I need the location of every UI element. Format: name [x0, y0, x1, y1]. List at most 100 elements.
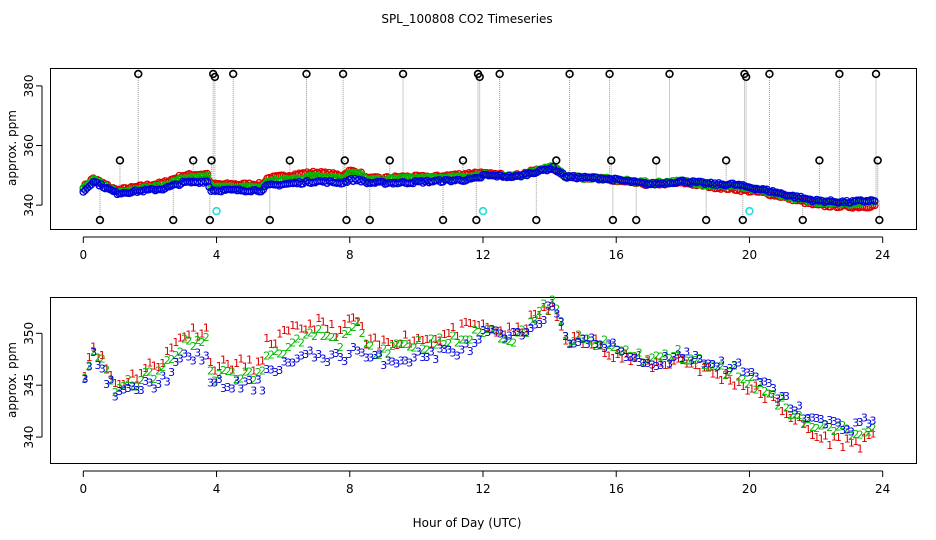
- bottom-symbol-series-1: 1: [497, 325, 504, 338]
- bottom-symbol-series-3: 3: [437, 342, 444, 355]
- bottom-symbol-series-1: 1: [709, 367, 716, 380]
- bottom-symbol-series-1: 1: [389, 338, 396, 351]
- bottom-symbol-series-3: 3: [787, 402, 794, 415]
- bottom-symbol-series-3: 3: [709, 358, 716, 371]
- bottom-symbol-series-2: 2: [779, 392, 786, 405]
- bottom-symbol-series-3: 3: [631, 352, 638, 365]
- bottom-symbol-series-3: 3: [683, 345, 690, 358]
- bottom-symbol-series-3: 3: [653, 360, 660, 373]
- bottom-symbol-series-1: 1: [108, 369, 115, 382]
- bottom-symbol-series-2: 2: [155, 365, 162, 378]
- spike-point: [365, 215, 374, 225]
- bottom-symbol-series-1: 1: [844, 432, 851, 445]
- bottom-symbol-series-1: 1: [203, 322, 210, 335]
- bottom-symbol-series-3: 3: [835, 417, 842, 430]
- bottom-symbol-series-3: 3: [411, 351, 418, 364]
- cyan-point: [478, 206, 488, 216]
- bottom-symbol-series-1: 1: [822, 430, 829, 443]
- bottom-symbol-series-2: 2: [848, 430, 855, 443]
- bottom-symbol-series-1: 1: [592, 333, 599, 346]
- bottom-symbol-series-2: 2: [333, 331, 340, 344]
- bottom-symbol-series-1: 1: [255, 356, 262, 369]
- bottom-symbol-series-1: 1: [125, 376, 132, 389]
- bottom-symbol-series-1: 1: [623, 347, 630, 360]
- bottom-symbol-series-2: 2: [168, 353, 175, 366]
- bottom-symbol-series-2: 2: [363, 338, 370, 351]
- bottom-symbol-series-1: 1: [562, 334, 569, 347]
- bottom-symbol-series-3: 3: [428, 346, 435, 359]
- bottom-symbol-series-1: 1: [272, 338, 279, 351]
- bottom-symbol-series-3: 3: [796, 400, 803, 413]
- bottom-symbol-series-3: 3: [359, 347, 366, 360]
- bottom-symbol-series-3: 3: [298, 349, 305, 362]
- bottom-symbol-series-1: 1: [480, 318, 487, 331]
- bottom-symbol-series-1: 1: [809, 429, 816, 442]
- bottom-symbol-series-1: 1: [142, 362, 149, 375]
- bottom-symbol-series-2: 2: [666, 352, 673, 365]
- bottom-symbol-series-1: 1: [601, 347, 608, 360]
- bottom-symbol-series-2: 2: [796, 409, 803, 422]
- bottom-symbol-series-1: 1: [224, 358, 231, 371]
- bottom-symbol-series-3: 3: [558, 316, 565, 329]
- x-tick-label: 0: [79, 482, 87, 496]
- bottom-symbol-series-2: 2: [268, 349, 275, 362]
- bottom-symbol-series-2: 2: [289, 336, 296, 349]
- bottom-symbol-series-1: 1: [618, 352, 625, 365]
- top-point-series-3: [555, 167, 563, 176]
- bottom-symbol-series-2: 2: [354, 315, 361, 328]
- bottom-symbol-series-3: 3: [809, 412, 816, 425]
- bottom-symbol-series-1: 1: [510, 326, 517, 339]
- bottom-symbol-series-3: 3: [761, 376, 768, 389]
- bottom-symbol-series-2: 2: [844, 422, 851, 435]
- bottom-symbol-series-3: 3: [562, 330, 569, 343]
- bottom-symbol-series-1: 1: [536, 309, 543, 322]
- bottom-symbol-series-2: 2: [579, 333, 586, 346]
- bottom-symbol-series-1: 1: [432, 333, 439, 346]
- bottom-symbol-series-2: 2: [467, 334, 474, 347]
- bottom-symbol-series-2: 2: [822, 418, 829, 431]
- bottom-symbol-series-1: 1: [445, 327, 452, 340]
- bottom-symbol-series-1: 1: [579, 338, 586, 351]
- bottom-symbol-series-1: 1: [138, 367, 145, 380]
- bottom-symbol-series-1: 1: [294, 320, 301, 333]
- top-point-series-3: [351, 174, 359, 183]
- bottom-symbol-series-3: 3: [463, 338, 470, 351]
- bottom-symbol-series-3: 3: [172, 356, 179, 369]
- bottom-symbol-series-1: 1: [740, 380, 747, 393]
- bottom-symbol-series-2: 2: [207, 365, 214, 378]
- bottom-symbol-series-3: 3: [623, 351, 630, 364]
- bottom-symbol-series-3: 3: [246, 374, 253, 387]
- bottom-symbol-series-1: 1: [320, 315, 327, 328]
- bottom-symbol-series-2: 2: [181, 332, 188, 345]
- bottom-symbol-series-3: 3: [441, 343, 448, 356]
- bottom-symbol-series-2: 2: [164, 354, 171, 367]
- top-data-points: [79, 69, 884, 225]
- bottom-symbol-series-1: 1: [363, 339, 370, 352]
- bottom-symbol-series-2: 2: [99, 353, 106, 366]
- spike-point: [205, 215, 215, 225]
- bottom-symbol-series-1: 1: [99, 349, 106, 362]
- bottom-symbol-series-1: 1: [185, 329, 192, 342]
- bottom-symbol-series-1: 1: [406, 337, 413, 350]
- bottom-symbol-series-1: 1: [298, 323, 305, 336]
- bottom-symbol-series-3: 3: [579, 333, 586, 346]
- bottom-symbol-series-3: 3: [657, 359, 664, 372]
- bottom-symbol-series-2: 2: [809, 421, 816, 434]
- bottom-symbol-series-1: 1: [151, 360, 158, 373]
- bottom-symbol-series-2: 2: [233, 373, 240, 386]
- bottom-symbol-series-2: 2: [610, 341, 617, 354]
- bottom-symbol-series-3: 3: [644, 357, 651, 370]
- bottom-symbol-series-1: 1: [246, 353, 253, 366]
- bottom-symbol-series-2: 2: [281, 348, 288, 361]
- bottom-symbol-series-2: 2: [337, 341, 344, 354]
- bottom-symbol-series-2: 2: [631, 350, 638, 363]
- spike-point: [605, 69, 614, 79]
- bottom-symbol-series-1: 1: [649, 362, 656, 375]
- cyan-point: [745, 206, 754, 216]
- bottom-symbol-series-2: 2: [315, 323, 322, 336]
- bottom-symbol-series-3: 3: [467, 345, 474, 358]
- bottom-symbol-series-1: 1: [181, 330, 188, 343]
- bottom-symbol-series-3: 3: [774, 393, 781, 406]
- bottom-symbol-series-1: 1: [813, 431, 820, 444]
